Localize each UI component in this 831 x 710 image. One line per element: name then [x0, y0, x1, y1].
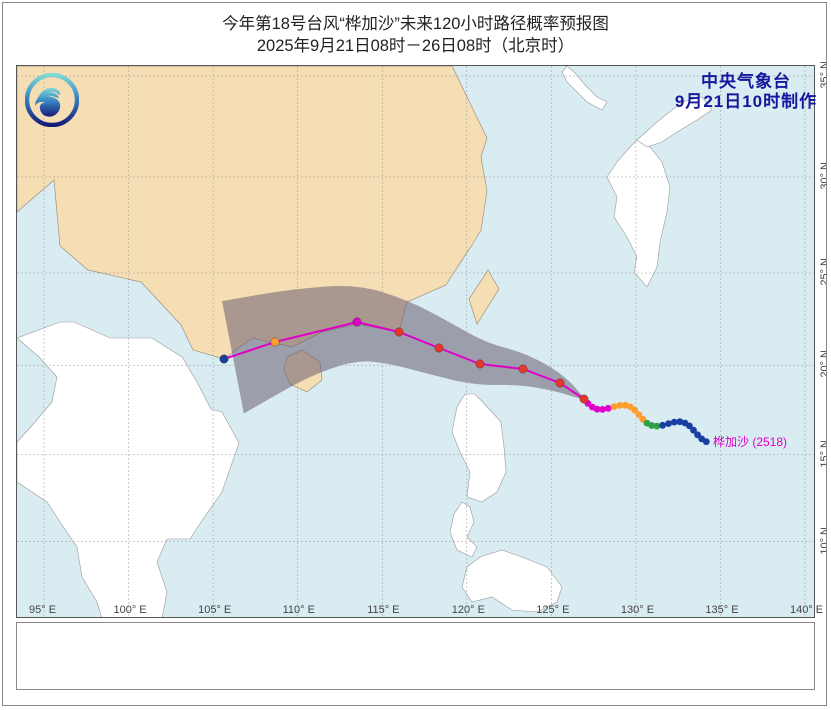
- svg-text:桦加沙 (2518): 桦加沙 (2518): [713, 434, 787, 449]
